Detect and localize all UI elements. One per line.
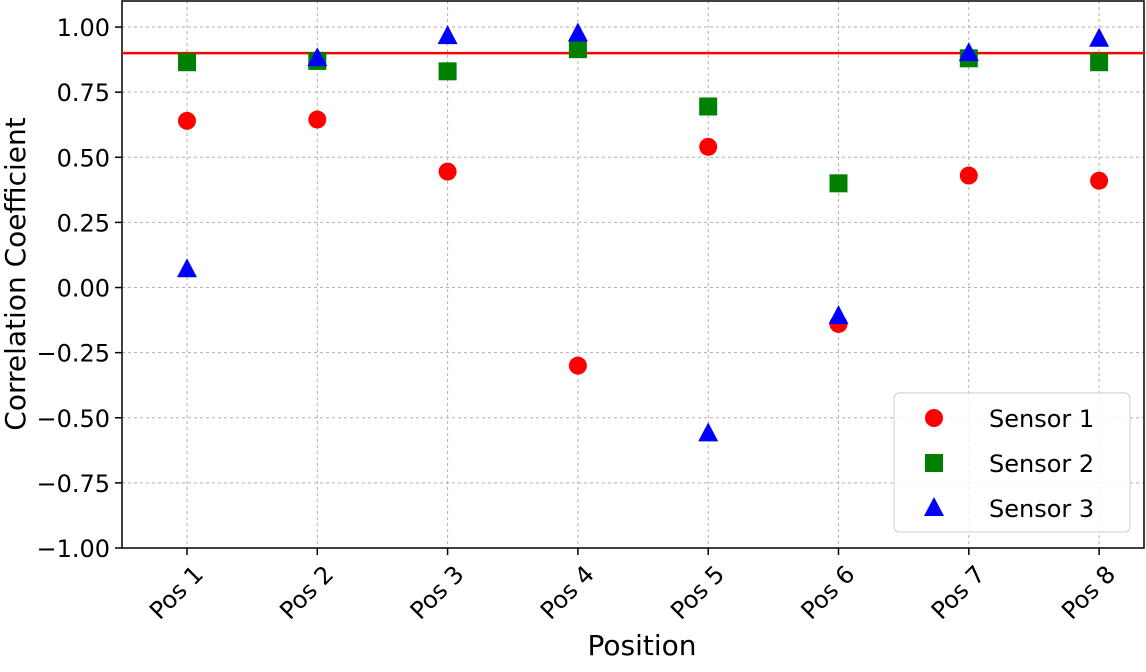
marker (828, 305, 849, 325)
marker (829, 174, 848, 193)
marker (438, 162, 457, 181)
marker (438, 62, 457, 81)
x-axis-label: Position (587, 629, 696, 662)
y-tick-label: −0.50 (36, 405, 110, 433)
x-tick-label: Pos 2 (274, 560, 339, 625)
marker (1090, 53, 1109, 72)
marker (1090, 171, 1109, 190)
marker (178, 111, 196, 130)
x-tick-label: Pos 1 (144, 560, 209, 625)
marker (178, 53, 196, 72)
marker (924, 497, 944, 516)
legend-label: Sensor 3 (989, 495, 1094, 523)
marker (177, 258, 197, 278)
marker (568, 40, 587, 59)
y-tick-label: 0.25 (57, 209, 110, 237)
y-tick-label: −0.75 (36, 470, 110, 498)
plot-frame (121, 0, 1145, 549)
legend-box (893, 392, 1131, 533)
marker (699, 97, 718, 116)
marker (567, 22, 588, 42)
marker (699, 137, 718, 156)
y-tick-label: 0.00 (57, 275, 110, 303)
marker (1089, 27, 1110, 47)
x-tick-label: Pos 5 (665, 560, 730, 625)
marker (959, 166, 978, 185)
x-tick-label: Pos 4 (535, 560, 600, 625)
x-tick-label: Pos 7 (926, 560, 991, 625)
marker (568, 356, 587, 375)
marker (307, 47, 328, 67)
marker (698, 422, 719, 442)
legend-label: Sensor 2 (989, 450, 1094, 478)
y-axis-label: Correlation Coefficient (0, 117, 32, 430)
marker (925, 454, 943, 472)
x-tick-label: Pos 8 (1056, 560, 1121, 625)
legend-label: Sensor 1 (989, 405, 1094, 433)
x-tick-label: Pos 3 (405, 560, 470, 625)
y-tick-label: −0.25 (36, 340, 110, 368)
y-tick-label: −1.00 (36, 535, 110, 563)
x-tick-label: Pos 6 (796, 560, 861, 625)
marker (308, 110, 327, 129)
marker (925, 409, 943, 427)
y-tick-label: 0.50 (57, 144, 110, 172)
y-tick-label: 0.75 (57, 79, 110, 107)
marker (437, 25, 458, 45)
marker (958, 42, 979, 62)
y-tick-label: 1.00 (57, 14, 110, 42)
